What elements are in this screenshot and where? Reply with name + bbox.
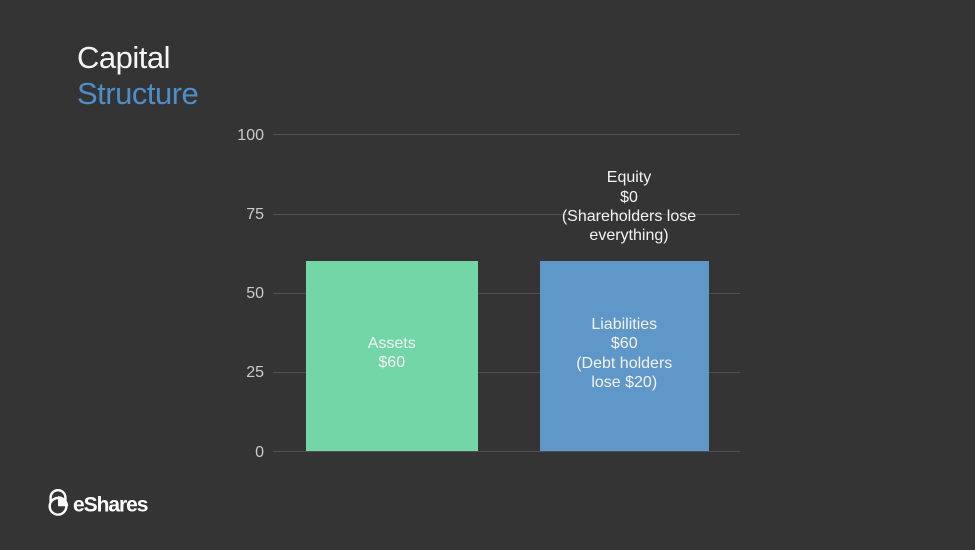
svg-text:eShares: eShares xyxy=(73,494,148,517)
